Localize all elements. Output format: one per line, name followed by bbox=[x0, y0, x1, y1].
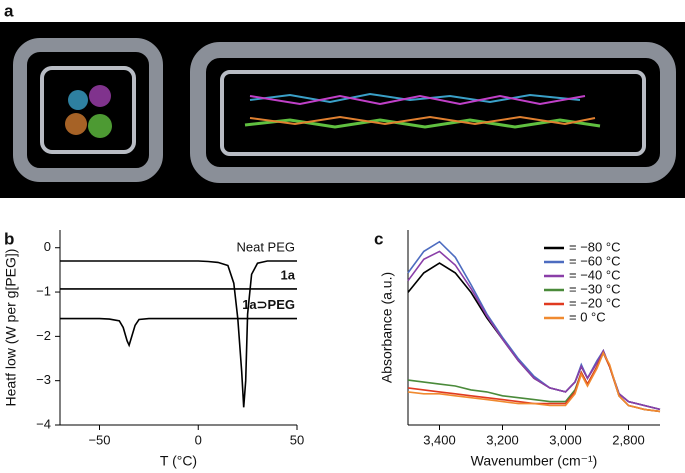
series-line bbox=[60, 260, 297, 408]
series-line bbox=[407, 250, 661, 411]
series-line bbox=[407, 262, 661, 411]
legend-label: = −40 °C bbox=[569, 267, 620, 282]
x-tick-label: 3,400 bbox=[423, 432, 456, 447]
series-line bbox=[407, 351, 661, 413]
x-axis-label: Wavenumber (cm⁻¹) bbox=[471, 453, 598, 469]
y-tick-label: −2 bbox=[36, 328, 51, 343]
legend-label: = 0 °C bbox=[569, 309, 606, 324]
y-tick-label: −1 bbox=[36, 283, 51, 298]
y-axis-label: Absorbance (a.u.) bbox=[379, 272, 395, 383]
x-tick-label: 3,000 bbox=[549, 432, 582, 447]
x-tick-label: 3,200 bbox=[486, 432, 519, 447]
y-tick-label: −3 bbox=[36, 372, 51, 387]
panel-label: a bbox=[4, 1, 14, 20]
curve-label: 1a⊃PEG bbox=[242, 297, 295, 312]
x-tick-label: −50 bbox=[88, 432, 110, 447]
x-axis-label: T (°C) bbox=[160, 453, 197, 469]
curve-label: Neat PEG bbox=[236, 239, 295, 254]
x-tick-label: 0 bbox=[195, 432, 202, 447]
y-tick-label: −4 bbox=[36, 416, 51, 431]
series-line bbox=[60, 317, 297, 348]
x-tick-label: 2,800 bbox=[612, 432, 645, 447]
series-line bbox=[407, 350, 661, 413]
y-axis-label: Heatf low (W per g[PEG]) bbox=[3, 249, 19, 407]
legend-label: = −20 °C bbox=[569, 295, 620, 310]
curve-label: 1a bbox=[281, 267, 296, 282]
molecular-image bbox=[0, 22, 685, 198]
panel-label: b bbox=[4, 229, 14, 248]
legend-label: = −30 °C bbox=[569, 281, 620, 296]
panel-label: c bbox=[374, 229, 383, 248]
series-line bbox=[407, 350, 661, 413]
y-tick-label: 0 bbox=[44, 239, 51, 254]
legend-label: = −80 °C bbox=[569, 239, 620, 254]
x-tick-label: 50 bbox=[290, 432, 304, 447]
legend-label: = −60 °C bbox=[569, 253, 620, 268]
